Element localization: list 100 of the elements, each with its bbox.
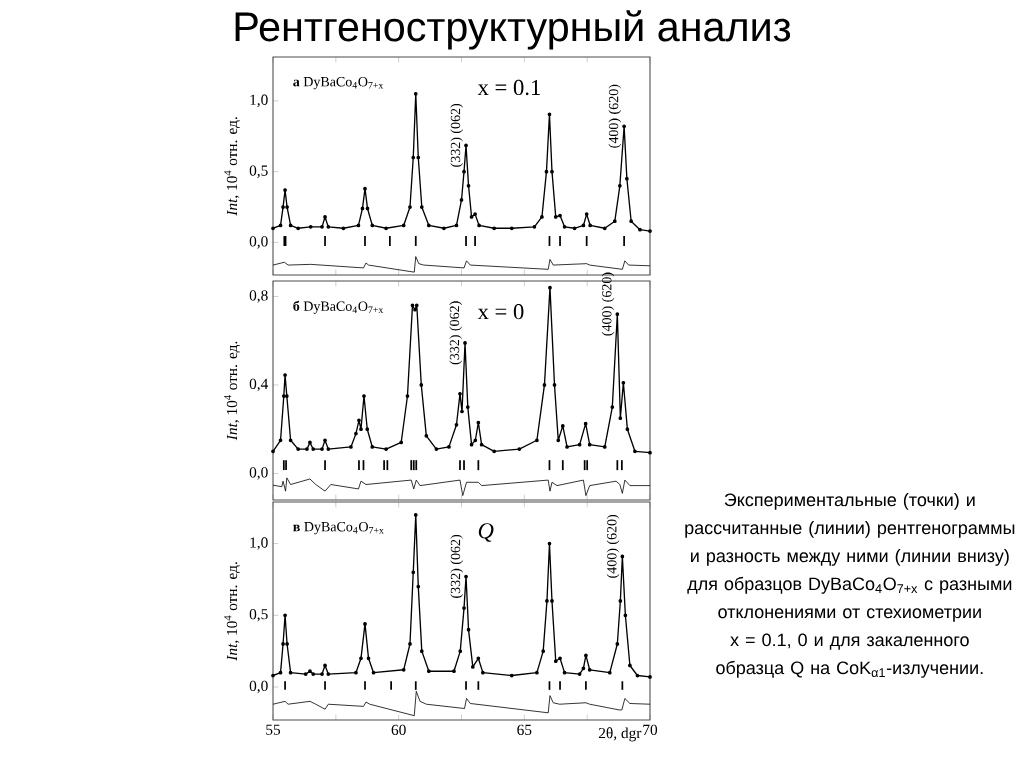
point (562, 670, 567, 675)
point (584, 212, 589, 216)
point (577, 672, 582, 676)
y-tick-label: 1,0 (250, 537, 268, 550)
point (413, 307, 417, 312)
y-axis-title: Int, 10$^{4}$ отн. ед. (224, 341, 240, 441)
point (308, 224, 313, 229)
y-tick-label: 0,5 (249, 165, 268, 178)
point (481, 670, 485, 675)
point (618, 599, 623, 603)
point (278, 438, 283, 443)
point (271, 673, 275, 678)
point (283, 613, 287, 618)
point (587, 667, 592, 672)
point (413, 513, 418, 517)
point (419, 205, 424, 209)
point (466, 183, 471, 188)
point (544, 169, 549, 174)
point (326, 672, 331, 676)
point (638, 227, 642, 232)
point (401, 667, 406, 672)
point (349, 445, 353, 449)
point (308, 440, 312, 445)
text: Экспериментальные (точки) и рассчитанные (линии) рентгенограммы и разность между ними (линии внизу) для образцов DyBaCo$_{4}$O$_{7+x}$ с разными отклонениями от стехиометрии x = 0.1, 0 и для закаленного образца Q на CoK$_{α1}$-излучении. (685, 493, 1015, 678)
point (556, 438, 561, 443)
point (384, 226, 388, 231)
point (464, 574, 468, 579)
point (469, 442, 474, 447)
point (542, 383, 547, 387)
annotation: в DyBaCo$_{4}$O$_{7+x}$ (293, 522, 384, 535)
point (424, 433, 429, 438)
y-axis-title: Int, 10$^{4}$ отн. ед. (224, 117, 240, 216)
y-tick-label: 1,0 (250, 94, 268, 108)
y-tick-label: 0,4 (249, 378, 269, 392)
point (357, 418, 361, 423)
point (553, 659, 558, 664)
point (419, 649, 424, 654)
point (271, 449, 275, 454)
point (581, 666, 586, 671)
point (283, 373, 287, 377)
point (623, 613, 628, 618)
point (370, 445, 375, 449)
point (411, 570, 416, 575)
point (285, 642, 289, 646)
annotation: (400) (620) (606, 514, 620, 578)
point (384, 447, 388, 451)
annotation: x = 0.1 (477, 79, 540, 96)
line-series (273, 477, 650, 496)
point (414, 303, 419, 308)
point (311, 672, 316, 676)
point (283, 188, 287, 192)
point (621, 380, 626, 385)
point (452, 669, 456, 674)
point (532, 224, 537, 229)
point (401, 223, 406, 228)
point (326, 224, 331, 229)
point (411, 155, 416, 160)
point (617, 183, 622, 188)
point (558, 213, 562, 218)
point (354, 670, 358, 675)
point (581, 223, 586, 228)
annotation: Q (478, 523, 494, 542)
point (625, 176, 629, 181)
y-tick-label: 0,0 (249, 236, 268, 249)
point (602, 226, 607, 231)
point (492, 226, 497, 231)
point (587, 442, 592, 447)
x-tick-label: 55 (266, 724, 281, 735)
point (303, 672, 308, 676)
point (458, 649, 463, 654)
point (648, 229, 652, 233)
point (405, 394, 410, 398)
point (459, 198, 464, 202)
point (419, 383, 424, 387)
y-tick-label: 0,8 (249, 290, 268, 303)
annotation: (332) (062) (450, 103, 464, 167)
point (366, 656, 371, 661)
point (476, 656, 481, 661)
point (509, 226, 514, 231)
point (602, 445, 607, 449)
annotation: x = 0 (477, 304, 524, 320)
point (370, 223, 375, 228)
point (648, 450, 652, 455)
point (572, 226, 577, 231)
point (281, 642, 285, 646)
point (535, 438, 539, 443)
point (625, 427, 630, 432)
point (305, 447, 309, 451)
point (588, 223, 593, 228)
y-tick-label: 0,0 (249, 467, 268, 480)
point (359, 656, 363, 661)
point (470, 665, 475, 669)
point (541, 649, 546, 654)
point (447, 445, 451, 449)
point (469, 215, 474, 219)
point (311, 447, 316, 451)
point (426, 669, 431, 674)
point (540, 215, 544, 219)
point (281, 205, 285, 209)
point (354, 431, 358, 436)
